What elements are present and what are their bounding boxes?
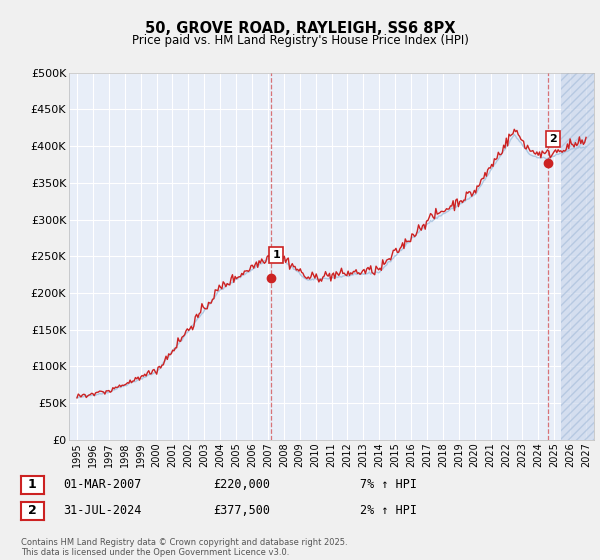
Bar (561, 73, 594, 440)
Text: 2: 2 (28, 504, 37, 517)
Text: £220,000: £220,000 (213, 478, 270, 492)
Text: 1: 1 (272, 250, 280, 260)
Text: 7% ↑ HPI: 7% ↑ HPI (360, 478, 417, 492)
Text: Contains HM Land Registry data © Crown copyright and database right 2025.
This d: Contains HM Land Registry data © Crown c… (21, 538, 347, 557)
Text: £377,500: £377,500 (213, 504, 270, 517)
Text: 01-MAR-2007: 01-MAR-2007 (63, 478, 142, 492)
Text: 31-JUL-2024: 31-JUL-2024 (63, 504, 142, 517)
Text: 1: 1 (28, 478, 37, 492)
Text: Price paid vs. HM Land Registry's House Price Index (HPI): Price paid vs. HM Land Registry's House … (131, 34, 469, 46)
Text: 2% ↑ HPI: 2% ↑ HPI (360, 504, 417, 517)
Text: 50, GROVE ROAD, RAYLEIGH, SS6 8PX: 50, GROVE ROAD, RAYLEIGH, SS6 8PX (145, 21, 455, 36)
Text: 2: 2 (549, 134, 557, 144)
